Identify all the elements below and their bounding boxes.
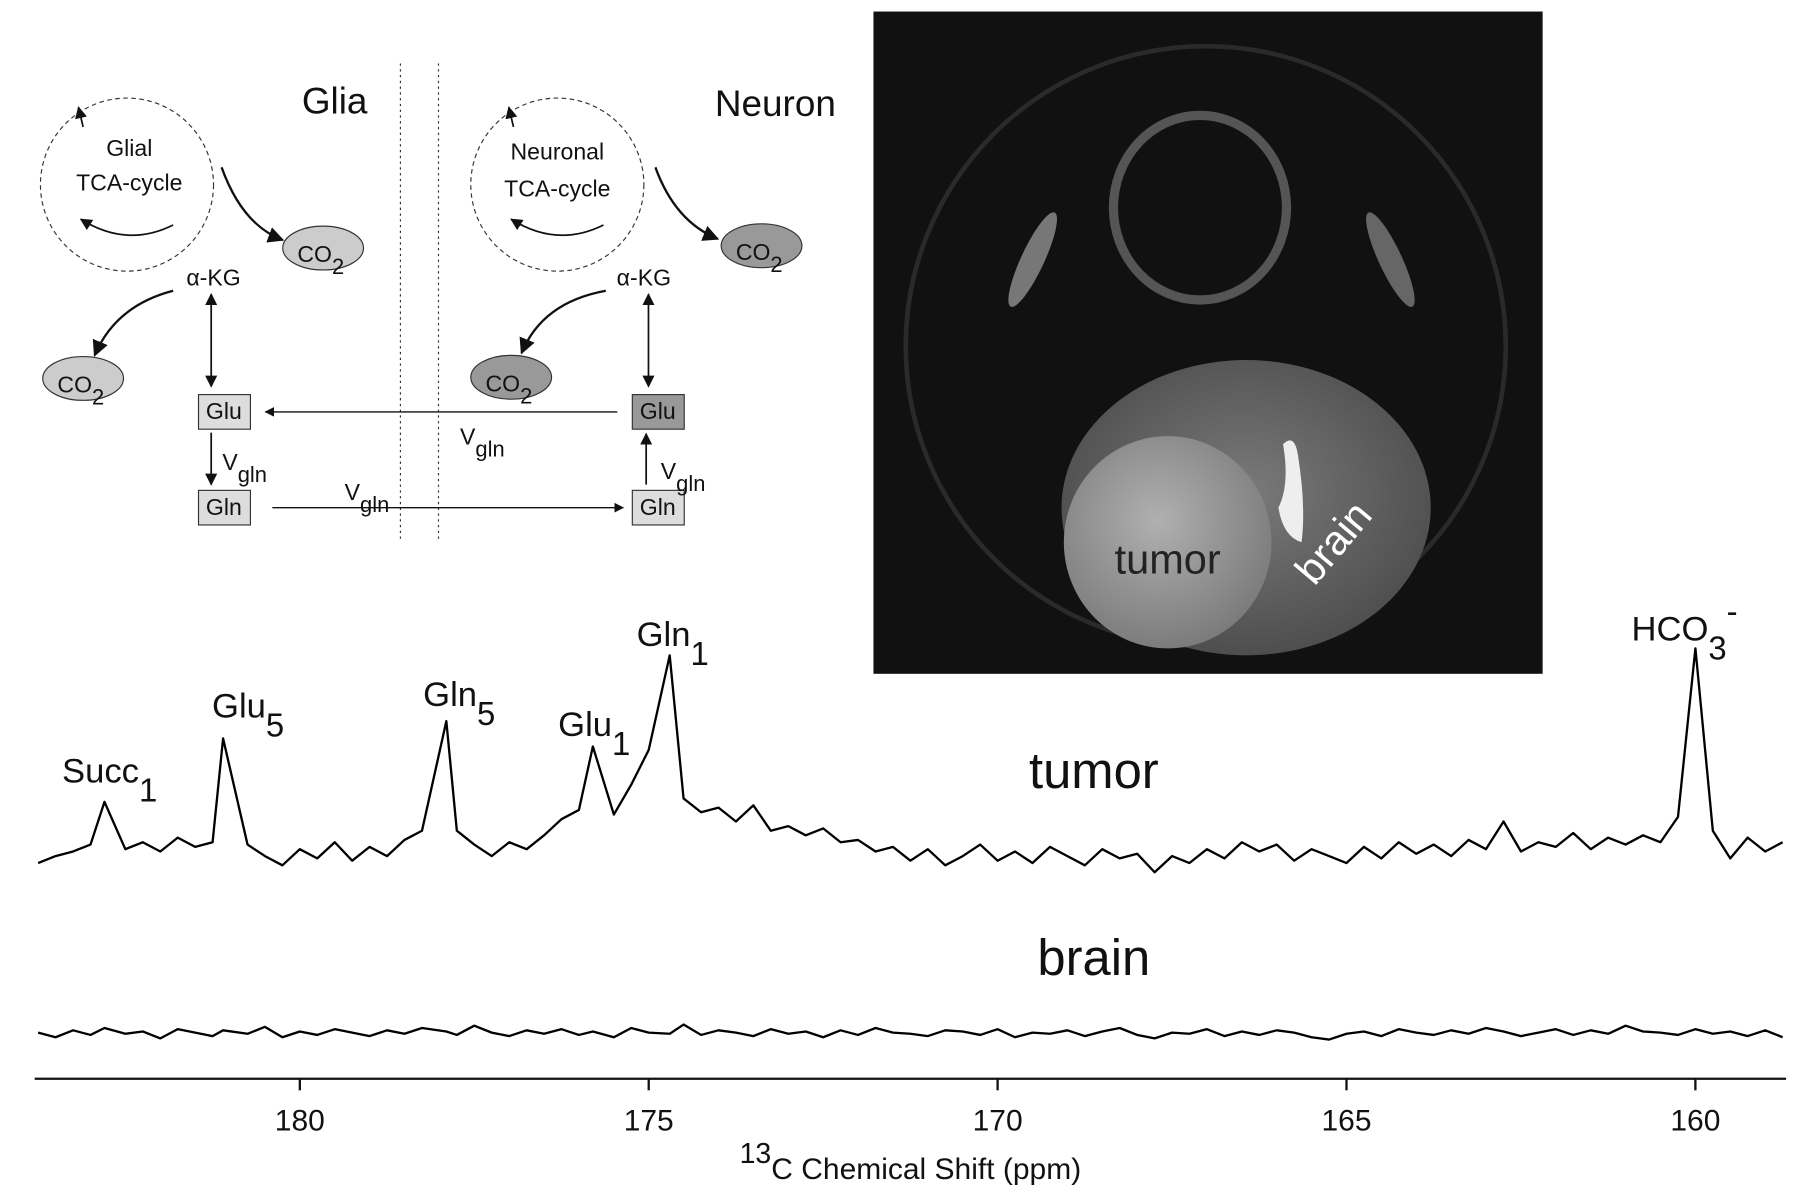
flux-label-part: V xyxy=(345,479,361,505)
arrow xyxy=(220,166,285,243)
arrow xyxy=(92,289,174,357)
peak-label: Gln5 xyxy=(423,676,495,732)
x-axis-label-part: C Chemical Shift (ppm) xyxy=(771,1153,1081,1186)
arrow xyxy=(654,166,720,241)
co2-label-part: CO xyxy=(485,370,520,396)
peak-label-part: 5 xyxy=(266,706,284,743)
cycle-label: Glial xyxy=(106,135,152,161)
peak-label: HCO3- xyxy=(1631,592,1737,666)
cycle-label: TCA-cycle xyxy=(76,170,182,196)
neuron-label: Neuron xyxy=(715,83,836,124)
flux-label: Vgln xyxy=(460,424,505,462)
co2-node xyxy=(470,354,553,400)
x-tick-label: 160 xyxy=(1670,1105,1720,1138)
flux-label-part: V xyxy=(222,449,238,475)
peak-label-part: Gln xyxy=(423,676,477,714)
co2-node xyxy=(42,355,125,401)
akg-label: α-KG xyxy=(617,264,671,290)
co2-label-part: CO xyxy=(297,241,332,267)
image-structure xyxy=(1108,110,1292,305)
co2-label-part: 2 xyxy=(770,252,782,277)
spectrum-trace xyxy=(37,647,1784,874)
series-label: brain xyxy=(1037,929,1150,986)
x-tick-label: 170 xyxy=(973,1105,1023,1138)
co2-label-part: CO xyxy=(57,372,92,398)
flux-label: Vgln xyxy=(345,479,390,517)
cycle xyxy=(39,97,215,272)
flux-label: Vgln xyxy=(222,449,267,487)
peak-label-part: 5 xyxy=(477,695,495,732)
co2-label: CO2 xyxy=(736,239,783,277)
flux-label-part: V xyxy=(460,424,476,450)
co2-label: CO2 xyxy=(57,372,104,410)
peak-label-part: 1 xyxy=(612,725,630,762)
metabolite: Gln xyxy=(640,494,676,520)
peak-label-part: Succ xyxy=(62,752,139,790)
cycle xyxy=(470,97,645,272)
spectrum-trace xyxy=(37,1023,1784,1041)
metabolite: Glu xyxy=(206,398,242,424)
peak-label: Succ1 xyxy=(62,752,157,808)
peak-label: Glu5 xyxy=(212,688,284,744)
peak-label: Gln1 xyxy=(637,616,709,672)
box xyxy=(631,394,685,430)
tumor-region xyxy=(1063,436,1272,649)
mri-image: tumor brain xyxy=(873,11,1543,674)
arrow xyxy=(79,218,174,237)
flux-label-part: gln xyxy=(238,462,267,487)
image-structure xyxy=(1366,212,1415,307)
arrow xyxy=(510,218,604,237)
cycle-label: TCA-cycle xyxy=(504,175,610,201)
image-label: tumor xyxy=(1115,535,1221,582)
peak-label-part: Glu xyxy=(558,706,612,744)
flux-label: Vgln xyxy=(661,458,706,496)
co2-node xyxy=(720,223,803,269)
x-tick-label: 165 xyxy=(1321,1105,1371,1138)
peak-label-part: HCO xyxy=(1631,610,1708,648)
co2-label-part: 2 xyxy=(332,254,344,279)
bright-region xyxy=(1278,440,1304,543)
flux-label-part: gln xyxy=(676,471,705,496)
x-tick-label: 180 xyxy=(275,1105,325,1138)
peak-label-part: 3 xyxy=(1708,629,1726,666)
box xyxy=(197,489,252,526)
peak-label-part: 1 xyxy=(139,771,157,808)
arrow xyxy=(505,106,518,128)
akg-label: α-KG xyxy=(186,264,240,290)
box xyxy=(197,394,252,430)
flux-label-part: gln xyxy=(475,437,504,462)
metabolite: Gln xyxy=(206,494,242,520)
image-structure xyxy=(1008,212,1057,307)
peak-label-part: 1 xyxy=(690,635,708,672)
series-label: tumor xyxy=(1029,742,1159,799)
flux-label-part: gln xyxy=(360,492,389,517)
co2-label-part: 2 xyxy=(520,384,532,409)
cycle-label: Neuronal xyxy=(511,139,605,165)
co2-label-part: 2 xyxy=(92,385,104,410)
flux-label-part: V xyxy=(661,458,677,484)
arrow xyxy=(75,106,87,128)
peak-label-part: - xyxy=(1727,592,1738,629)
co2-label: CO2 xyxy=(297,241,344,279)
peak-label-part: Gln xyxy=(637,616,691,654)
x-tick-label: 175 xyxy=(624,1105,674,1138)
glia-label: Glia xyxy=(302,81,368,122)
box xyxy=(631,489,685,526)
co2-label-part: CO xyxy=(736,239,771,265)
arrow xyxy=(519,289,606,355)
x-axis-label-part: 13 xyxy=(740,1138,772,1170)
co2-label: CO2 xyxy=(485,370,532,408)
metabolism-diagram: Glia Neuron Glial TCA-cycle Neuronal TCA… xyxy=(39,63,836,540)
x-axis-label: 13C Chemical Shift (ppm) xyxy=(740,1138,1082,1186)
co2-node xyxy=(282,225,365,271)
metabolite: Glu xyxy=(640,398,676,424)
peak-label: Glu1 xyxy=(558,706,630,762)
peak-label-part: Glu xyxy=(212,688,266,726)
